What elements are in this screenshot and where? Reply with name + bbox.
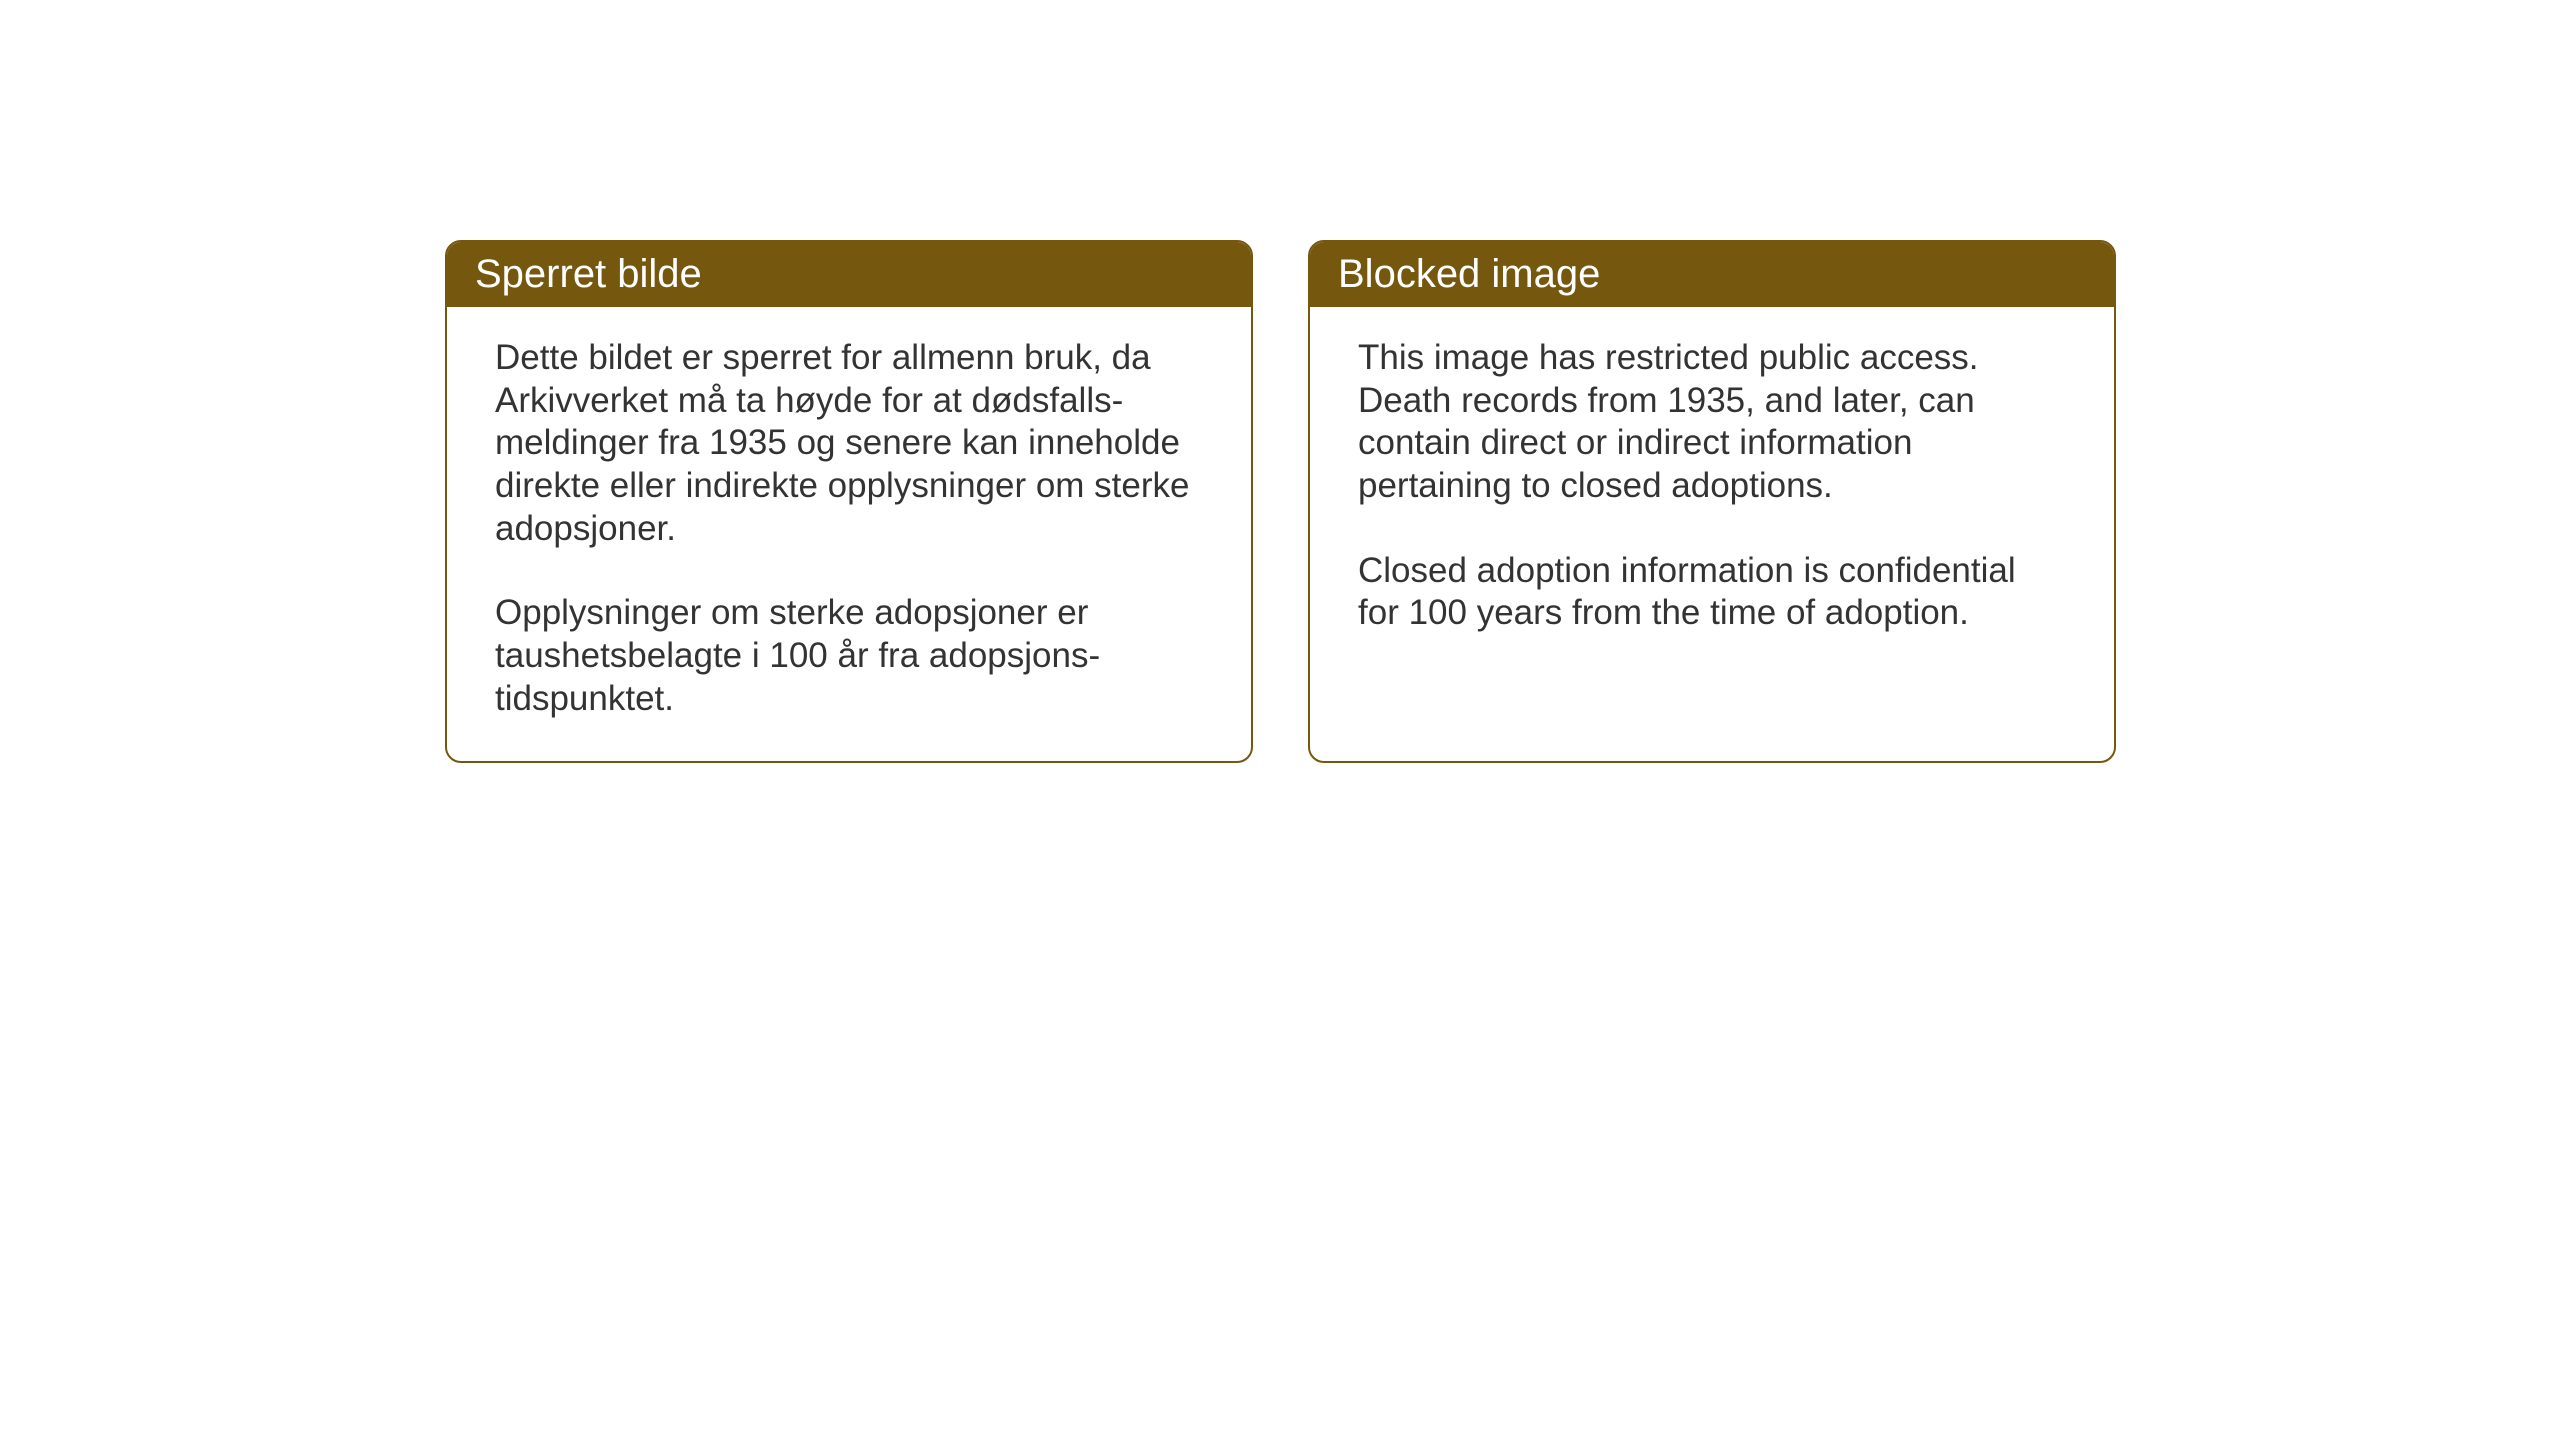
norwegian-card: Sperret bilde Dette bildet er sperret fo… [445, 240, 1253, 763]
english-card-body: This image has restricted public access.… [1310, 307, 2114, 675]
norwegian-paragraph-1: Dette bildet er sperret for allmenn bruk… [495, 337, 1203, 550]
norwegian-card-title: Sperret bilde [447, 242, 1251, 307]
english-paragraph-1: This image has restricted public access.… [1358, 337, 2066, 508]
norwegian-card-body: Dette bildet er sperret for allmenn bruk… [447, 307, 1251, 761]
norwegian-paragraph-2: Opplysninger om sterke adopsjoner er tau… [495, 592, 1203, 720]
notice-container: Sperret bilde Dette bildet er sperret fo… [445, 240, 2116, 763]
english-card-title: Blocked image [1310, 242, 2114, 307]
english-paragraph-2: Closed adoption information is confident… [1358, 550, 2066, 635]
english-card: Blocked image This image has restricted … [1308, 240, 2116, 763]
